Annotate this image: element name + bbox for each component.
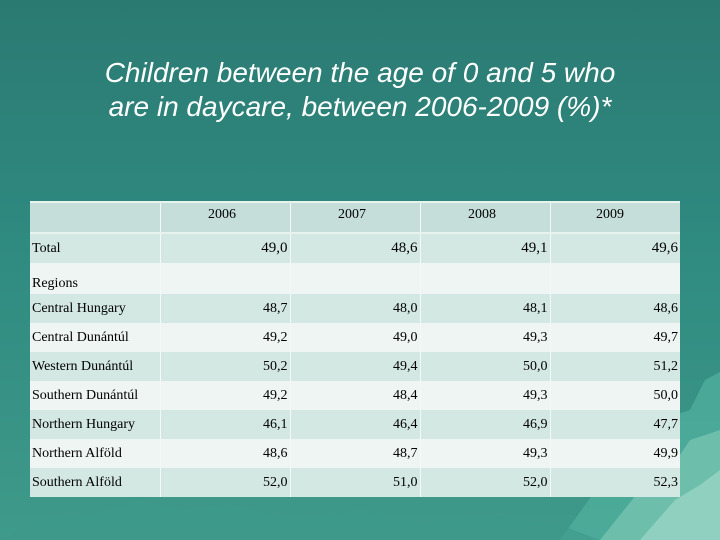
cell-value: 51,0	[289, 468, 420, 497]
cell-value: 49,7	[549, 323, 680, 352]
cell-value: 52,0	[419, 468, 550, 497]
cell-value: 49,3	[419, 323, 550, 352]
cell-value: 49,0	[159, 233, 290, 263]
cell-value: 48,4	[289, 381, 420, 410]
cell-value: 50,0	[549, 381, 680, 410]
table-header-row	[30, 201, 680, 234]
cell-value: 48,1	[419, 294, 550, 323]
table-row: Southern Dunántúl 49,2 48,4 49,3 50,0	[30, 381, 680, 410]
table-row-total: Total 49,0 48,6 49,1 49,6	[30, 233, 680, 263]
cell-value: 49,2	[159, 381, 290, 410]
cell-value: 51,2	[549, 352, 680, 381]
row-label: Regions	[30, 263, 160, 294]
table-row-regions: Regions	[30, 263, 680, 294]
table-row: Northern Alföld 48,6 48,7 49,3 49,9	[30, 439, 680, 468]
cell-value: 49,4	[289, 352, 420, 381]
title-line-2: are in daycare, between 2006-2009 (%)*	[108, 91, 612, 122]
cell-value: 46,9	[419, 410, 550, 439]
cell-value: 50,0	[419, 352, 550, 381]
cell-value: 52,0	[159, 468, 290, 497]
table-row: Central Dunántúl 49,2 49,0 49,3 49,7	[30, 323, 680, 352]
title-line-1: Children between the age of 0 and 5 who	[104, 57, 616, 88]
row-label: Northern Hungary	[30, 410, 160, 439]
table-row: Western Dunántúl 50,2 49,4 50,0 51,2	[30, 352, 680, 381]
cell-value: 48,6	[159, 439, 290, 468]
slide-title: Children between the age of 0 and 5 who …	[20, 56, 700, 124]
daycare-table: Total 49,0 48,6 49,1 49,6 Regions Centra…	[30, 201, 680, 497]
cell-value: 48,7	[289, 439, 420, 468]
cell-value: 49,2	[159, 323, 290, 352]
table-row: Central Hungary 48,7 48,0 48,1 48,6	[30, 294, 680, 323]
cell-value: 52,3	[549, 468, 680, 497]
cell-value: 49,3	[419, 381, 550, 410]
cell-value: 49,1	[419, 233, 550, 263]
cell-value: 48,6	[289, 233, 420, 263]
row-label: Northern Alföld	[30, 439, 160, 468]
cell-value: 46,4	[289, 410, 420, 439]
row-label: Southern Alföld	[30, 468, 160, 497]
cell-value: 49,6	[549, 233, 680, 263]
cell-value: 48,6	[549, 294, 680, 323]
cell-value: 49,3	[419, 439, 550, 468]
cell-value: 48,0	[289, 294, 420, 323]
row-label: Central Hungary	[30, 294, 160, 323]
row-label: Western Dunántúl	[30, 352, 160, 381]
row-label: Central Dunántúl	[30, 323, 160, 352]
cell-value: 47,7	[549, 410, 680, 439]
cell-value: 46,1	[159, 410, 290, 439]
cell-value: 50,2	[159, 352, 290, 381]
cell-value: 48,7	[159, 294, 290, 323]
cell-value: 49,0	[289, 323, 420, 352]
cell-value: 49,9	[549, 439, 680, 468]
row-label: Southern Dunántúl	[30, 381, 160, 410]
table-row: Northern Hungary 46,1 46,4 46,9 47,7	[30, 410, 680, 439]
table-row: Southern Alföld 52,0 51,0 52,0 52,3	[30, 468, 680, 497]
row-label: Total	[30, 233, 160, 263]
